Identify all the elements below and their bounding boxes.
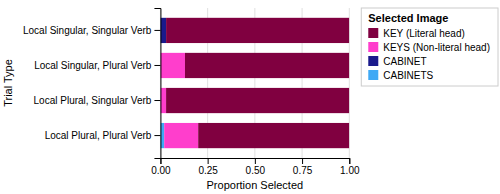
x-tick-label: 1.00	[340, 165, 360, 176]
x-tick: 0.50	[246, 158, 266, 176]
bar-segment	[160, 53, 185, 78]
x-tick-label: 0.75	[293, 165, 313, 176]
y-tick-mark	[154, 65, 160, 66]
y-tick-mark	[154, 100, 160, 101]
grid	[160, 8, 349, 158]
y-tick-label: Local Plural, Singular Verb	[34, 95, 152, 106]
y-tick: Local Plural, Plural Verb	[45, 130, 161, 141]
bar-segment	[185, 53, 349, 78]
legend-swatch	[368, 28, 378, 38]
chart: 0.00 0.25 0.50 0.75 1.00 Local Plural, Plural…	[0, 0, 500, 194]
legend: Selected Image KEY (Literal head) KEYS (No…	[361, 8, 498, 86]
legend-label: KEY (Literal head)	[383, 28, 465, 39]
x-tick: 1.00	[340, 158, 360, 176]
legend-title: Selected Image	[368, 12, 448, 24]
y-tick-label: Local Singular, Singular Verb	[23, 25, 152, 36]
legend-item: KEYS (Non-literal head)	[368, 42, 490, 53]
x-tick-mark	[255, 158, 256, 164]
bar-segment	[166, 88, 349, 113]
x-tick: 0.25	[198, 158, 218, 176]
y-tick-label: Local Plural, Plural Verb	[45, 130, 152, 141]
x-tick-label: 0.00	[151, 165, 171, 176]
bar-segment	[198, 123, 349, 148]
bar-segment	[164, 123, 198, 148]
y-tick: Local Singular, Singular Verb	[23, 25, 160, 36]
bar-segment	[166, 18, 349, 43]
legend-swatch	[368, 70, 378, 80]
x-axis-line	[161, 159, 350, 165]
x-axis: 0.00 0.25 0.50 0.75 1.00	[151, 158, 360, 176]
legend-label: CABINET	[383, 56, 426, 67]
x-tick-mark	[208, 158, 209, 164]
y-tick-mark	[154, 135, 160, 136]
legend-swatch	[368, 42, 378, 52]
x-tick-mark	[349, 158, 350, 164]
x-tick: 0.00	[151, 158, 171, 176]
x-tick: 0.75	[293, 158, 313, 176]
y-tick-label: Local Singular, Plural Verb	[34, 60, 152, 71]
plot: 0.00 0.25 0.50 0.75 1.00 Local Plural, Plural…	[23, 8, 360, 176]
legend-item: KEY (Literal head)	[368, 28, 465, 39]
legend-item: CABINET	[368, 56, 426, 67]
legend-label: CABINETS	[383, 70, 433, 81]
legend-frame	[361, 8, 498, 86]
y-axis-title: Trial Type	[2, 59, 14, 107]
y-tick-mark	[154, 30, 160, 31]
y-axis-line	[154, 9, 161, 159]
y-tick: Local Singular, Plural Verb	[34, 60, 160, 71]
x-axis-title: Proportion Selected	[207, 179, 304, 191]
y-axis: Local Plural, Plural Verb Local Plural, S…	[23, 9, 161, 159]
x-tick-label: 0.25	[198, 165, 218, 176]
legend-item: CABINETS	[368, 70, 433, 81]
x-tick-label: 0.50	[246, 165, 266, 176]
x-tick-mark	[302, 158, 303, 164]
legend-swatch	[368, 56, 378, 66]
y-tick: Local Plural, Singular Verb	[34, 95, 161, 106]
legend-label: KEYS (Non-literal head)	[383, 42, 490, 53]
bars	[160, 18, 349, 148]
